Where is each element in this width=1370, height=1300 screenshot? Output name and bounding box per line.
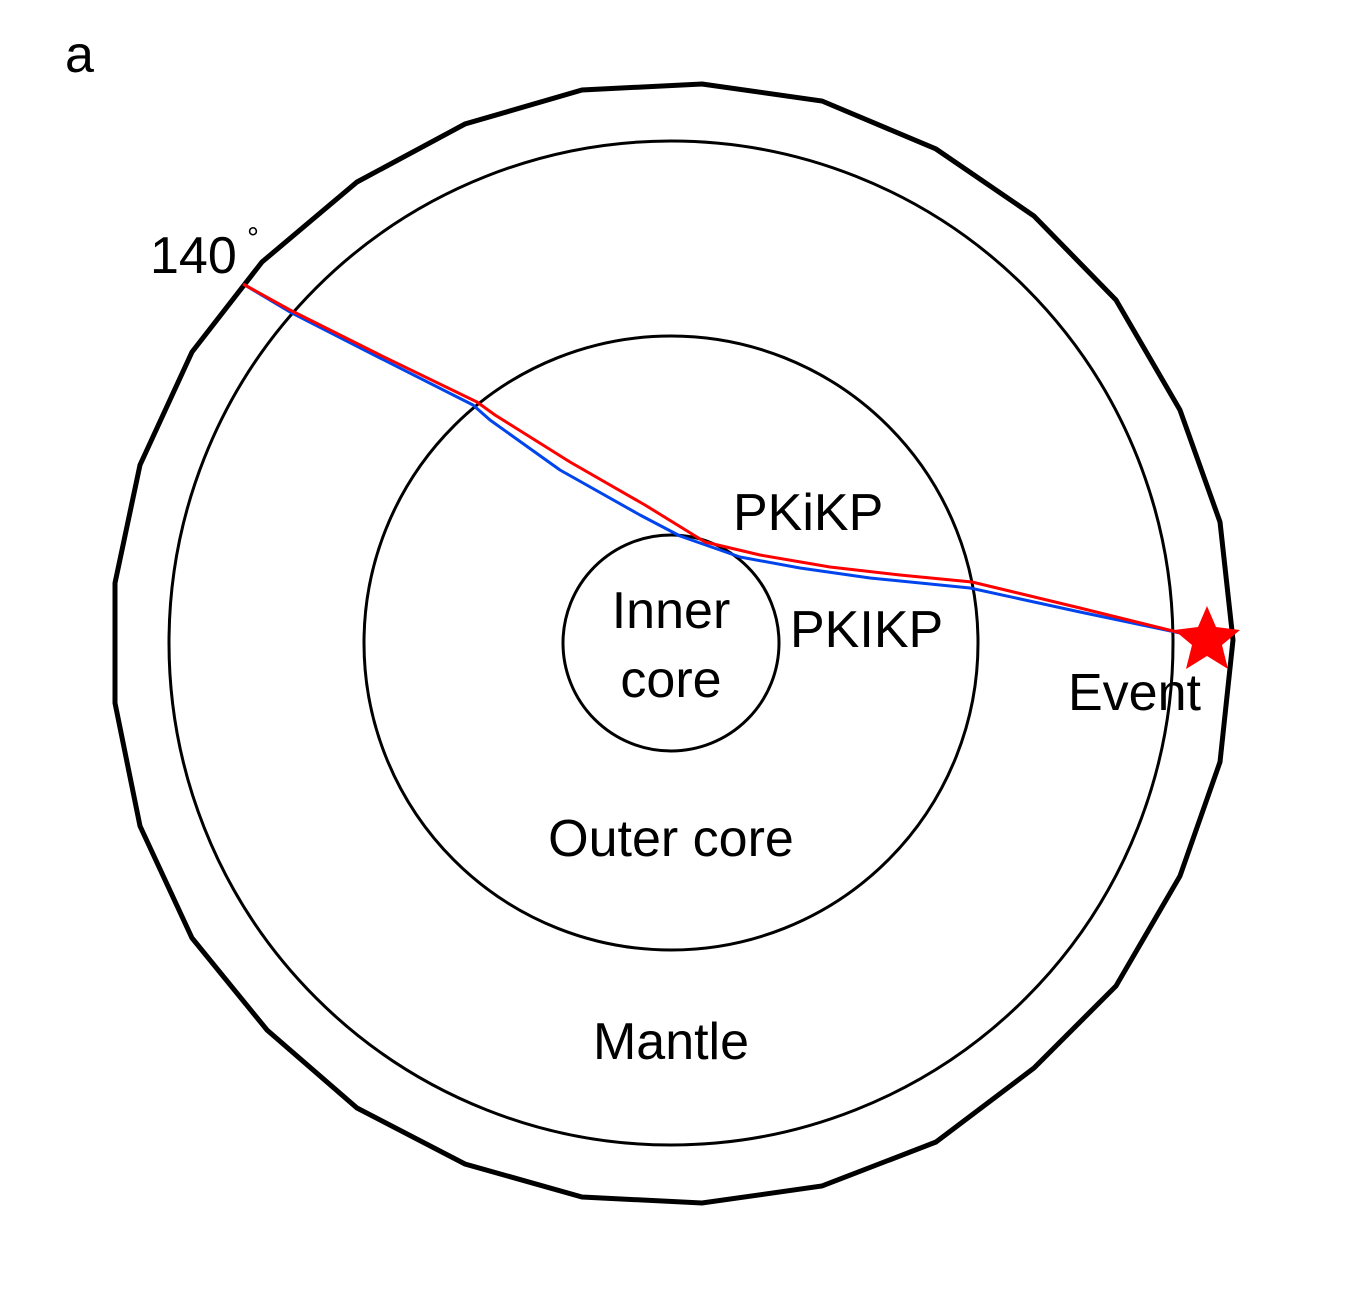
event-label: Event [1068, 664, 1202, 722]
inner-core-label-line1: Inner [612, 582, 731, 640]
mantle-boundary-circle [167, 139, 1175, 1147]
outer-core-circle [362, 334, 980, 952]
distance-label: 140 [150, 227, 237, 285]
star-icon [1174, 606, 1240, 669]
pkikp-ray-path [242, 282, 1186, 636]
pkikp-reflected-ray-path [242, 282, 1186, 636]
phase-label-pkikp: PKIKP [790, 601, 943, 659]
inner-core-circle [561, 533, 781, 753]
degree-symbol: ° [247, 222, 259, 255]
inner-core-label-line2: core [620, 651, 721, 709]
outer-core-label: Outer core [548, 810, 794, 868]
earth-surface-outline [112, 81, 1236, 1206]
panel-label: a [65, 26, 94, 84]
phase-label-pkikp-reflected: PKiKP [733, 484, 883, 542]
mantle-label: Mantle [593, 1013, 749, 1071]
